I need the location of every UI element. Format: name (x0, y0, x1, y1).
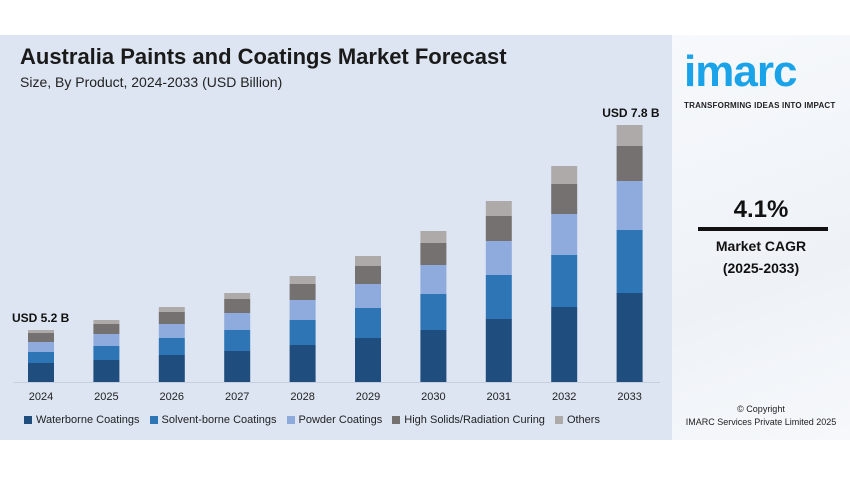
bar-segment-2028-0 (289, 345, 316, 382)
legend-item: Others (554, 414, 600, 426)
x-tick-label: 2025 (94, 391, 118, 403)
bar-segment-2032-0 (551, 307, 578, 382)
bar-segment-2029-3 (355, 266, 381, 284)
bar-segment-2030-4 (420, 231, 447, 243)
bar-segment-2033-3 (616, 146, 643, 181)
bar-segment-2025-3 (93, 324, 120, 334)
bar-segment-2032-4 (551, 166, 578, 184)
logo-tagline: TRANSFORMING IDEAS INTO IMPACT (684, 101, 836, 110)
bar-segment-2025-1 (93, 346, 120, 360)
bar-segment-2024-1 (28, 352, 54, 363)
bar-segment-2030-0 (420, 330, 447, 382)
bar-segment-2031-3 (485, 216, 512, 241)
legend-swatch (554, 416, 563, 424)
legend-label: High Solids/Radiation Curing (404, 414, 545, 426)
legend-item: Solvent-borne Coatings (149, 414, 277, 426)
x-tick-label: 2027 (225, 391, 249, 403)
bar-segment-2033-4 (616, 125, 643, 146)
bar-segment-2029-4 (355, 256, 381, 266)
bar-segment-2030-3 (420, 243, 447, 265)
bar-segment-2025-4 (93, 320, 120, 324)
stacked-bar-chart: 2024 USD 5.2 B 2025 2026 2027 2028 2029 2030 203… (12, 106, 660, 403)
copyright: © Copyright (737, 404, 785, 414)
bar-segment-2024-2 (28, 342, 54, 352)
legend-label: Powder Coatings (298, 414, 383, 426)
cagr-label: Market CAGR (715, 238, 807, 254)
bar-segment-2029-1 (355, 308, 381, 338)
bar-segment-2026-3 (158, 312, 185, 324)
x-tick-label: 2028 (290, 391, 314, 403)
legend-swatch (149, 416, 158, 424)
cagr-period: (2025-2033) (722, 260, 800, 276)
legend-item: Powder Coatings (286, 414, 383, 426)
bar-segment-2033-0 (616, 293, 643, 382)
x-tick-label: 2033 (617, 391, 641, 403)
bar-segment-2028-1 (289, 320, 316, 345)
bar-segment-2032-2 (551, 214, 578, 255)
bar-segment-2030-1 (420, 294, 447, 330)
bar-segment-2025-0 (93, 360, 120, 382)
legend-label: Solvent-borne Coatings (161, 414, 277, 426)
bar-segment-2028-4 (289, 276, 316, 284)
cagr-value: 4.1% (733, 196, 789, 223)
bar-segment-2026-0 (158, 355, 185, 382)
bar-segment-2031-0 (485, 319, 512, 382)
x-tick-label: 2029 (356, 391, 380, 403)
bar-segment-2031-2 (485, 241, 512, 275)
chart-subtitle: Size, By Product, 2024-2033 (USD Billion… (20, 74, 283, 90)
bar-segment-2024-0 (28, 363, 54, 382)
bar-segment-2029-0 (355, 338, 381, 382)
bar-segment-2032-3 (551, 184, 578, 214)
side-panel (672, 35, 850, 440)
divider (698, 227, 828, 231)
bar-segment-2027-2 (224, 313, 251, 330)
legend-item: High Solids/Radiation Curing (392, 414, 545, 426)
bar-segment-2026-2 (158, 324, 185, 338)
bar-segment-2032-1 (551, 255, 578, 307)
legend-label: Waterborne Coatings (36, 414, 140, 426)
x-tick-label: 2031 (487, 391, 511, 403)
bar-segment-2033-2 (616, 181, 643, 230)
company-name: IMARC Services Private Limited 2025 (685, 417, 837, 427)
x-tick-label: 2032 (552, 391, 576, 403)
legend-swatch (392, 416, 401, 424)
x-tick-label: 2026 (160, 391, 184, 403)
chart-title: Australia Paints and Coatings Market For… (20, 44, 507, 69)
bar-segment-2033-1 (616, 230, 643, 293)
bar-segment-2031-4 (485, 201, 512, 216)
bar-segment-2025-2 (93, 334, 120, 346)
imarc-logo: imarc (684, 47, 797, 96)
bar-segment-2026-4 (158, 307, 185, 312)
x-tick-label: 2030 (421, 391, 445, 403)
bar-segment-2027-0 (224, 351, 251, 382)
total-annotation: USD 7.8 B (602, 106, 660, 120)
bar-segment-2031-1 (485, 275, 512, 319)
legend-swatch (24, 416, 32, 424)
bar-segment-2024-4 (28, 330, 54, 333)
legend-label: Others (566, 414, 600, 426)
legend-swatch (286, 416, 295, 424)
total-annotation: USD 5.2 B (12, 311, 70, 325)
bar-segment-2028-2 (289, 300, 316, 320)
bar-segment-2026-1 (158, 338, 185, 355)
legend-item: Waterborne Coatings (24, 414, 140, 426)
bar-segment-2027-1 (224, 330, 251, 351)
bar-segment-2027-3 (224, 299, 251, 313)
legend: Waterborne Coatings Solvent-borne Coating… (24, 414, 664, 426)
bar-segment-2024-3 (28, 333, 54, 342)
bar-segment-2028-3 (289, 284, 316, 300)
bar-segment-2030-2 (420, 265, 447, 294)
x-tick-label: 2024 (29, 391, 53, 403)
bar-segment-2029-2 (355, 284, 381, 308)
bar-segment-2027-4 (224, 293, 251, 299)
